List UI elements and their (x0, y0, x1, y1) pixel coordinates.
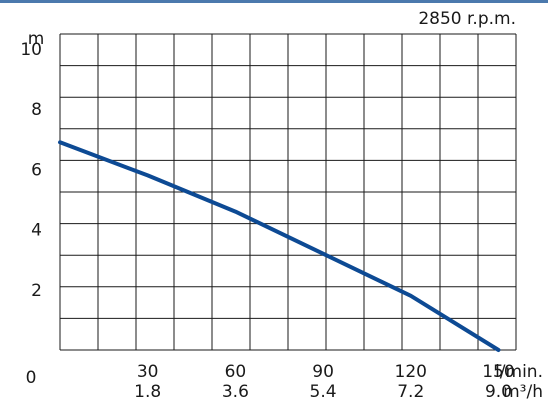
x-tick-label-primary: 120 (395, 362, 427, 382)
y-tick-label: 4 (31, 221, 42, 241)
chart-labels: 2850 r.p.m. m 2 4 6 8 10 0 30 60 90 120 150 1.8 3.6 5.4… (20, 9, 543, 402)
x-tick-label-secondary: 1.8 (134, 382, 161, 402)
y-tick-label: 6 (31, 160, 42, 180)
x-axis-unit-primary: l/min. (495, 362, 543, 382)
chart-grid (59, 33, 517, 351)
speed-label: 2850 r.p.m. (418, 9, 516, 29)
x-zero-label: 0 (26, 368, 37, 388)
x-tick-label-secondary: 9.0 (485, 382, 512, 402)
x-axis-unit-secondary: m³/h (503, 382, 543, 402)
x-tick-label-secondary: 5.4 (310, 382, 337, 402)
performance-curve-series-0 (58, 140, 501, 352)
y-tick-label: 10 (20, 40, 42, 60)
x-tick-label-secondary: 3.6 (222, 382, 249, 402)
x-tick-label-primary: 60 (225, 362, 247, 382)
y-tick-label: 2 (31, 281, 42, 301)
x-tick-label-primary: 150 (482, 362, 514, 382)
top-rule (0, 0, 548, 3)
x-tick-label-secondary: 7.2 (397, 382, 424, 402)
x-tick-label-primary: 90 (312, 362, 334, 382)
curve-layer (58, 140, 501, 352)
y-tick-label: 8 (31, 100, 42, 120)
y-axis-unit-label: m (28, 29, 45, 49)
x-tick-label-primary: 30 (137, 362, 159, 382)
